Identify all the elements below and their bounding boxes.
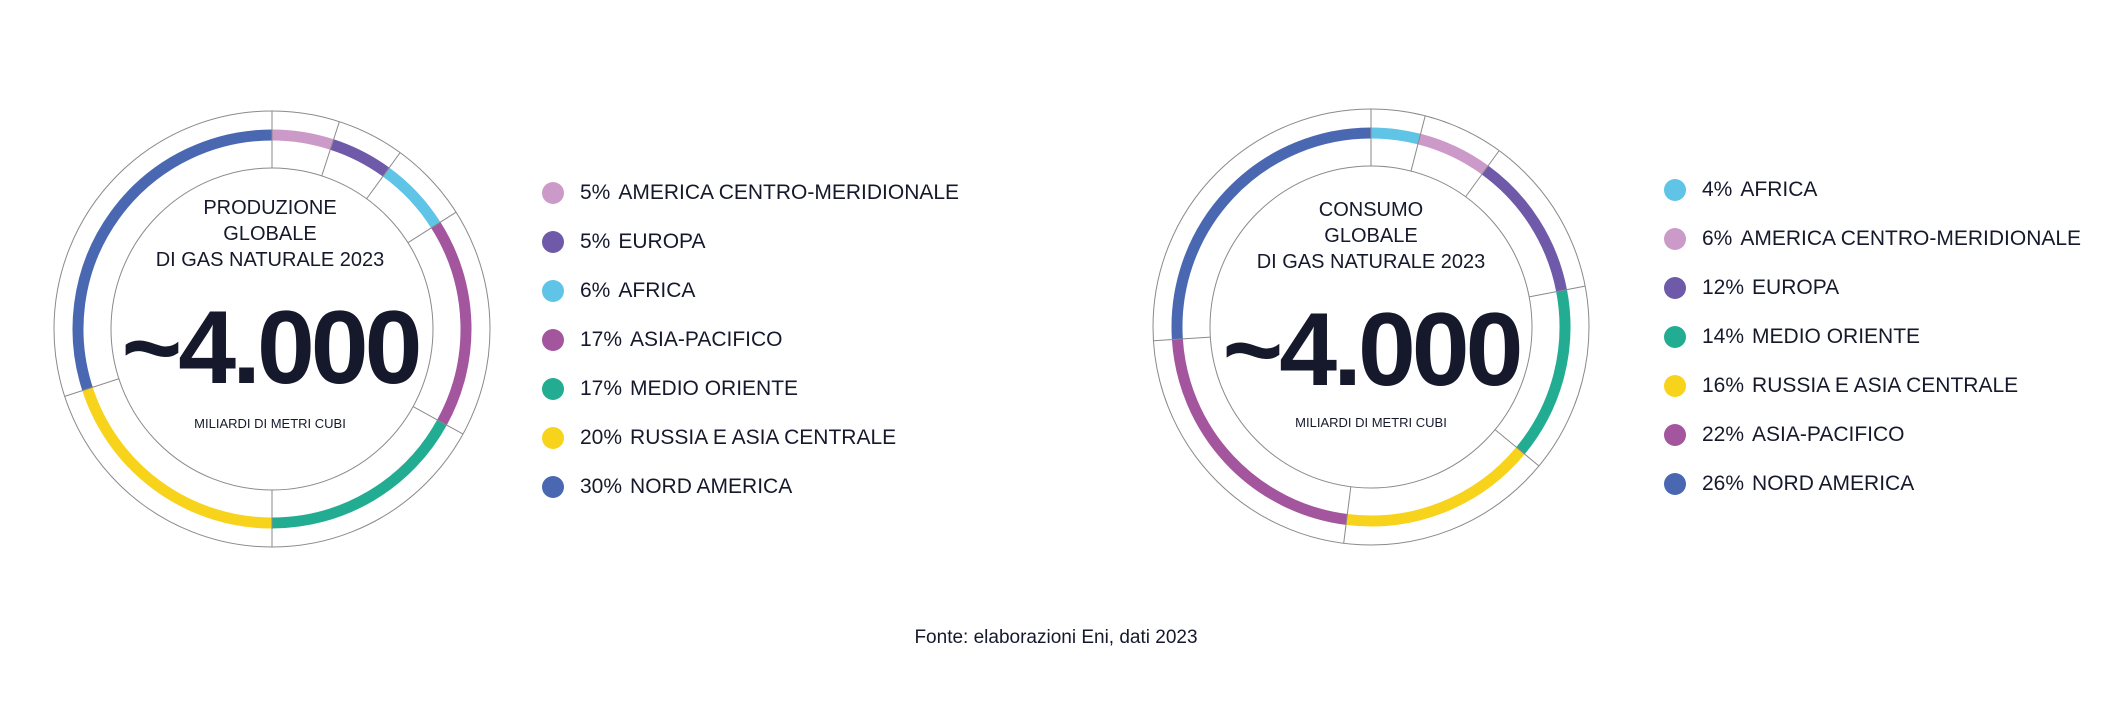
legend-percent: 12% xyxy=(1702,275,1745,299)
slice-russia-e-asia-centrale xyxy=(82,387,273,529)
legend-label: MEDIO ORIENTE xyxy=(630,376,799,400)
slice-america-centro-meridionale xyxy=(1417,133,1489,175)
consumption-donut-chart xyxy=(1152,108,1590,546)
legend-label: AMERICA CENTRO-MERIDIONALE xyxy=(618,180,960,204)
legend-item: 17% MEDIO ORIENTE xyxy=(542,364,959,413)
slice-divider xyxy=(321,121,340,177)
slice-europa xyxy=(1481,165,1567,292)
slice-america-centro-meridionale xyxy=(271,129,334,150)
legend-item: 26% NORD AMERICA xyxy=(1664,459,2081,508)
legend-label: RUSSIA E ASIA CENTRALE xyxy=(630,425,897,449)
legend-swatch xyxy=(542,181,564,204)
legend-percent: 4% xyxy=(1702,177,1733,201)
slice-divider xyxy=(64,378,120,397)
legend-percent: 30% xyxy=(580,474,623,498)
legend-percent: 6% xyxy=(580,278,611,302)
consumption-unit-label: MILIARDI DI METRI CUBI xyxy=(1295,415,1447,430)
slice-divider xyxy=(1410,115,1426,172)
legend-swatch xyxy=(1664,227,1686,250)
consumption-total-value: ~4.000 xyxy=(1222,292,1524,408)
legend-swatch xyxy=(542,328,564,351)
legend-swatch xyxy=(542,377,564,400)
slice-divider xyxy=(1343,486,1352,544)
legend-percent: 17% xyxy=(580,327,623,351)
slice-divider xyxy=(1494,429,1540,467)
legend-swatch xyxy=(542,230,564,253)
production-donut-chart xyxy=(53,110,491,548)
production-chart-title: PRODUZIONE GLOBALE DI GAS NATURALE 2023 xyxy=(155,197,385,271)
legend-swatch xyxy=(1664,472,1686,495)
legend-percent: 14% xyxy=(1702,324,1745,348)
production-unit-label: MILIARDI DI METRI CUBI xyxy=(194,416,346,431)
slice-russia-e-asia-centrale xyxy=(1346,447,1525,527)
legend-label: NORD AMERICA xyxy=(630,474,793,498)
slice-divider xyxy=(412,406,464,435)
production-legend: 5% AMERICA CENTRO-MERIDIONALE 5% EUROPA 6% AF… xyxy=(542,168,959,511)
legend-percent: 16% xyxy=(1702,373,1745,397)
legend-item: 30% NORD AMERICA xyxy=(542,462,959,511)
slice-divider xyxy=(407,211,457,244)
consumption-chart-title: CONSUMO GLOBALE DI GAS NATURALE 2023 xyxy=(1256,199,1486,273)
legend-item: 20% RUSSIA E ASIA CENTRALE xyxy=(542,413,959,462)
production-total-value: ~4.000 xyxy=(121,290,423,406)
legend-percent: 20% xyxy=(580,425,623,449)
slice-divider xyxy=(366,152,401,200)
legend-swatch xyxy=(542,279,564,302)
legend-swatch xyxy=(1664,276,1686,299)
slice-nord-america xyxy=(1171,127,1372,340)
legend-item: 4% AFRICA xyxy=(1664,165,2081,214)
slice-africa xyxy=(382,167,441,229)
legend-label: AFRICA xyxy=(1740,177,1818,201)
legend-percent: 26% xyxy=(1702,471,1745,495)
slice-divider xyxy=(1153,336,1211,342)
slice-asia-pacifico xyxy=(431,222,472,426)
legend-swatch xyxy=(1664,374,1686,397)
legend-label: ASIA-PACIFICO xyxy=(1752,422,1905,446)
consumption-legend: 4% AFRICA 6% AMERICA CENTRO-MERIDIONALE 12% E… xyxy=(1664,165,2081,508)
legend-percent: 6% xyxy=(1702,226,1733,250)
legend-label: MEDIO ORIENTE xyxy=(1752,324,1921,348)
legend-swatch xyxy=(1664,423,1686,446)
legend-item: 5% EUROPA xyxy=(542,217,959,266)
legend-swatch xyxy=(542,426,564,449)
legend-item: 12% EUROPA xyxy=(1664,263,2081,312)
legend-percent: 22% xyxy=(1702,422,1745,446)
slice-africa xyxy=(1370,127,1421,145)
legend-label: EUROPA xyxy=(618,229,706,253)
legend-label: RUSSIA E ASIA CENTRALE xyxy=(1752,373,2019,397)
source-note: Fonte: elaborazioni Eni, dati 2023 xyxy=(914,627,1198,648)
legend-label: AMERICA CENTRO-MERIDIONALE xyxy=(1740,226,2082,250)
legend-percent: 17% xyxy=(580,376,623,400)
legend-swatch xyxy=(1664,325,1686,348)
slice-nord-america xyxy=(72,129,273,391)
legend-swatch xyxy=(542,475,564,498)
legend-percent: 5% xyxy=(580,229,611,253)
consumption-chart-panel: CONSUMO GLOBALE DI GAS NATURALE 2023 ~4.… xyxy=(1056,0,2112,704)
legend-item: 16% RUSSIA E ASIA CENTRALE xyxy=(1664,361,2081,410)
slice-medio-oriente xyxy=(271,419,447,529)
slice-divider xyxy=(1529,285,1586,298)
legend-item: 17% ASIA-PACIFICO xyxy=(542,315,959,364)
legend-percent: 5% xyxy=(580,180,611,204)
legend-swatch xyxy=(1664,178,1686,201)
legend-item: 14% MEDIO ORIENTE xyxy=(1664,312,2081,361)
legend-label: ASIA-PACIFICO xyxy=(630,327,783,351)
legend-label: AFRICA xyxy=(618,278,696,302)
slice-medio-oriente xyxy=(1516,289,1571,455)
slice-europa xyxy=(330,139,390,177)
production-chart-panel: PRODUZIONE GLOBALE DI GAS NATURALE 2023 … xyxy=(53,110,959,548)
legend-item: 22% ASIA-PACIFICO xyxy=(1664,410,2081,459)
legend-label: NORD AMERICA xyxy=(1752,471,1915,495)
slice-divider xyxy=(1465,150,1500,198)
legend-item: 6% AFRICA xyxy=(542,266,959,315)
legend-item: 5% AMERICA CENTRO-MERIDIONALE xyxy=(542,168,959,217)
slice-asia-pacifico xyxy=(1171,338,1348,525)
legend-label: EUROPA xyxy=(1752,275,1840,299)
legend-item: 6% AMERICA CENTRO-MERIDIONALE xyxy=(1664,214,2081,263)
